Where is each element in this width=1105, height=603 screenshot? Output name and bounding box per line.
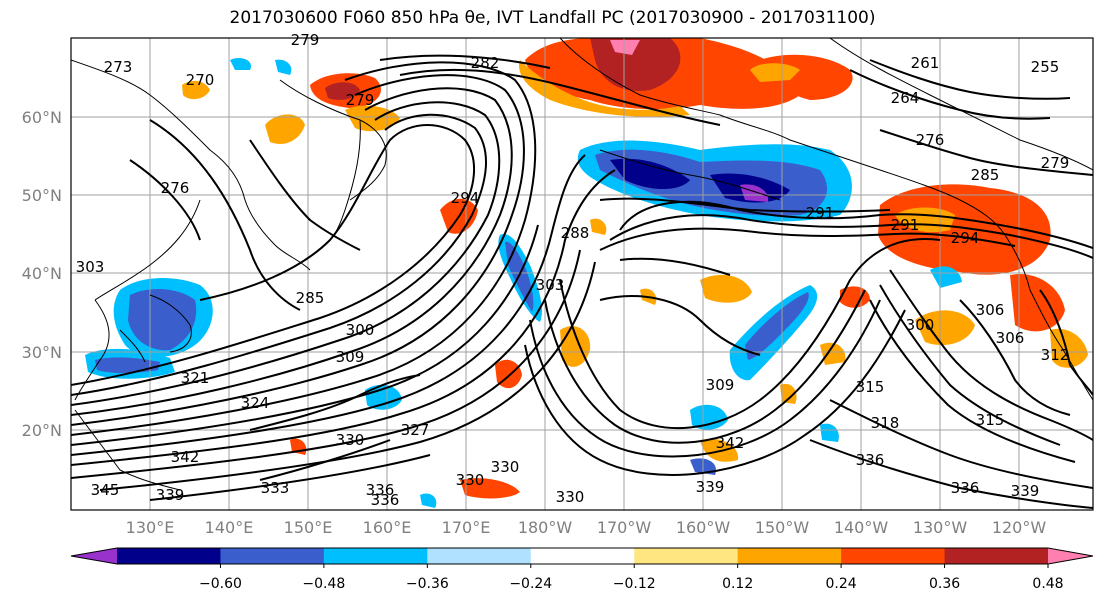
- map-frame: [70, 37, 1094, 511]
- colorbar-cell: [737, 548, 842, 564]
- contour-label: 276: [161, 179, 190, 197]
- contour-label: 279: [1041, 154, 1070, 172]
- lat-label-50n: 50°N: [22, 186, 62, 205]
- positive-anomaly-shading: [182, 38, 1088, 499]
- lon-label-150e: 150°E: [284, 518, 333, 537]
- contour-label: 315: [976, 411, 1005, 429]
- lon-label-160w: 160°W: [676, 518, 731, 537]
- contour-label: 312: [1041, 346, 1070, 364]
- lon-label-150w: 150°W: [755, 518, 810, 537]
- contour-label: 336: [366, 481, 395, 499]
- colorbar-extend-right: [1048, 548, 1093, 564]
- colorbar-tick-label: −0.36: [406, 576, 449, 592]
- contour-label: 285: [971, 166, 1000, 184]
- contour-label: 306: [976, 301, 1005, 319]
- colorbar-cell: [841, 548, 946, 564]
- contour-label: 306: [996, 329, 1025, 347]
- lon-label-170e: 170°E: [442, 518, 491, 537]
- colorbar-tick-label: −0.12: [613, 576, 656, 592]
- colorbar-tick-label: 0.48: [1032, 576, 1063, 592]
- lat-label-20n: 20°N: [22, 421, 62, 440]
- contour-label: 330: [336, 431, 365, 449]
- contour-label: 342: [171, 448, 200, 466]
- colorbar-outline: [70, 547, 1094, 565]
- colorbar-tick-label: 0.12: [722, 576, 753, 592]
- contour-label: 339: [1011, 482, 1040, 500]
- contour-label: 300: [906, 316, 935, 334]
- colorbar-cell: [220, 548, 325, 564]
- lat-label-30n: 30°N: [22, 343, 62, 362]
- contour-label: 321: [181, 369, 210, 387]
- contour-label: 339: [156, 486, 185, 504]
- contour-label: 336: [856, 451, 885, 469]
- colorbar-cell: [323, 548, 428, 564]
- contour-label: 330: [456, 471, 485, 489]
- lon-label-170w: 170°W: [597, 518, 652, 537]
- contour-label: 330: [491, 458, 520, 476]
- contour-label: 336: [951, 479, 980, 497]
- colorbar-tick-label: 0.24: [826, 576, 857, 592]
- colorbar-extend-left: [71, 548, 117, 564]
- contour-label: 309: [706, 376, 735, 394]
- contour-label: 318: [871, 414, 900, 432]
- contour-label: 315: [856, 378, 885, 396]
- colorbar: −0.60 −0.48 −0.36 −0.24 −0.12 0.12 0.24 0.36 0.4…: [70, 547, 1094, 592]
- contour-label: 273: [104, 58, 133, 76]
- colorbar-cell: [944, 548, 1049, 564]
- contour-label: 291: [806, 204, 835, 222]
- lon-label-130e: 130°E: [126, 518, 175, 537]
- contour-label: 303: [536, 276, 565, 294]
- contour-label: 294: [451, 189, 480, 207]
- lat-label-40n: 40°N: [22, 264, 62, 283]
- figure-title: 2017030600 F060 850 hPa θe, IVT Landfall…: [229, 8, 876, 28]
- coastlines: [71, 38, 1093, 491]
- contour-label: 336: [371, 491, 400, 509]
- contour-label: 255: [1031, 58, 1060, 76]
- contour-label: 285: [296, 289, 325, 307]
- lon-label-120w: 120°W: [992, 518, 1047, 537]
- lon-label-160e: 160°E: [363, 518, 412, 537]
- contour-label: 279: [346, 91, 375, 109]
- contour-label: 345: [91, 481, 120, 499]
- contour-label: 264: [891, 89, 920, 107]
- colorbar-ticks: −0.60 −0.48 −0.36 −0.24 −0.12 0.12 0.24 0.36 0.4…: [199, 564, 1064, 592]
- colorbar-cell: [634, 548, 739, 564]
- contour-labels: 279 270 273 279 282 261 264 255 276 276 279 285 291 2…: [76, 31, 1070, 509]
- colorbar-tick-label: −0.60: [199, 576, 242, 592]
- contour-label: 279: [291, 31, 320, 49]
- colorbar-tick-label: −0.24: [509, 576, 552, 592]
- latitude-labels: 60°N 50°N 40°N 30°N 20°N: [22, 108, 62, 440]
- contour-label: 282: [471, 54, 500, 72]
- colorbar-tick-label: −0.48: [302, 576, 345, 592]
- colorbar-cells: [71, 548, 1093, 564]
- lat-label-60n: 60°N: [22, 108, 62, 127]
- colorbar-cell: [117, 548, 221, 564]
- contour-label: 300: [346, 321, 375, 339]
- contour-label: 333: [261, 479, 290, 497]
- contour-label: 291: [891, 216, 920, 234]
- lon-label-180w: 180°W: [518, 518, 573, 537]
- contour-label: 309: [336, 348, 365, 366]
- theta-e-contours: [71, 54, 1093, 509]
- colorbar-cell: [427, 548, 532, 564]
- contour-label: 288: [561, 224, 590, 242]
- contour-label: 342: [716, 434, 745, 452]
- lon-label-130w: 130°W: [913, 518, 968, 537]
- contour-label: 276: [916, 131, 945, 149]
- contour-label: 330: [556, 488, 585, 506]
- contour-label: 270: [186, 71, 215, 89]
- map-area: [71, 38, 1093, 510]
- contour-label: 261: [911, 54, 940, 72]
- contour-label: 324: [241, 394, 270, 412]
- contour-label: 339: [696, 478, 725, 496]
- colorbar-tick-label: 0.36: [929, 576, 960, 592]
- contour-label: 327: [401, 421, 430, 439]
- longitude-labels: 130°E 140°E 150°E 160°E 170°E 180°W 170°…: [126, 518, 1047, 537]
- lon-label-140w: 140°W: [834, 518, 889, 537]
- contour-label: 294: [951, 229, 980, 247]
- lon-label-140e: 140°E: [205, 518, 254, 537]
- contour-label: 303: [76, 258, 105, 276]
- colorbar-cell: [530, 548, 635, 564]
